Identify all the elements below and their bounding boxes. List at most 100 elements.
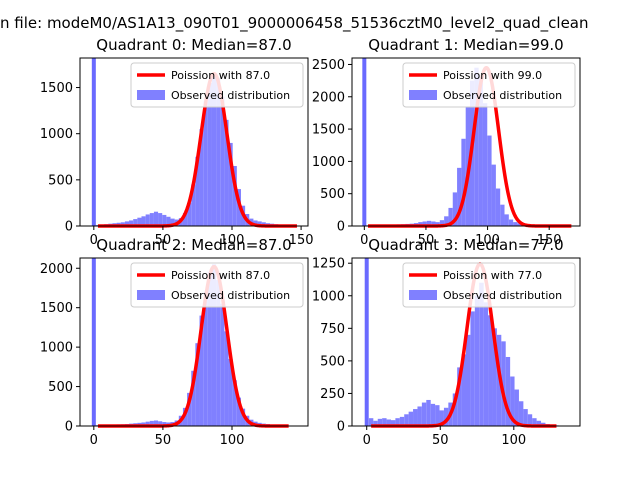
histogram-bar xyxy=(187,202,192,226)
histogram-bar xyxy=(386,419,391,426)
histogram-bar xyxy=(443,407,449,426)
histogram-bar xyxy=(501,341,506,426)
legend-box xyxy=(130,62,304,108)
histogram-bar xyxy=(431,221,436,226)
histogram-bar xyxy=(487,135,492,226)
axes-frame xyxy=(79,257,309,427)
histogram-bar xyxy=(408,411,414,426)
histogram-bar xyxy=(170,218,175,226)
histogram-bar xyxy=(129,220,134,226)
histogram-bar xyxy=(141,216,146,226)
page-title: n file: modeM0/AS1A13_090T01_9000006458_… xyxy=(0,14,589,32)
histogram-bar xyxy=(510,376,515,426)
histogram-bar xyxy=(513,222,518,226)
legend-observed-label: Observed distribution xyxy=(443,89,562,102)
histogram-bar xyxy=(413,409,418,426)
histogram-bar xyxy=(207,272,212,426)
histogram-bar xyxy=(461,354,466,426)
legend-observed-swatch xyxy=(137,290,165,300)
histogram-bar xyxy=(211,264,217,426)
histogram-bar xyxy=(470,311,475,426)
legend-poisson-label: Poission with 77.0 xyxy=(443,269,542,282)
histogram-bar xyxy=(149,213,154,226)
histogram-bar xyxy=(482,103,488,226)
x-tick-label: 50 xyxy=(155,233,172,248)
histogram-bar xyxy=(517,223,522,226)
histogram-bar xyxy=(228,142,233,226)
histogram-bar xyxy=(191,184,196,226)
x-tick-label: 0 xyxy=(90,433,98,448)
axes-frame xyxy=(351,257,581,427)
y-tick-label: 500 xyxy=(320,187,345,202)
histogram-bar xyxy=(399,416,405,426)
x-tick-label: 100 xyxy=(475,233,500,248)
histogram-bar xyxy=(166,216,171,226)
legend-poisson-label: Poission with 99.0 xyxy=(443,69,542,82)
y-tick-label: 0 xyxy=(337,420,345,435)
histogram-bar xyxy=(368,418,374,426)
y-tick-label: 0 xyxy=(337,220,345,235)
histogram-bar xyxy=(483,302,489,426)
histogram-bar xyxy=(382,418,387,426)
x-tick-label: 150 xyxy=(289,233,314,248)
histogram-bar xyxy=(488,315,493,426)
y-tick-label: 1500 xyxy=(40,301,73,316)
y-tick-label: 2500 xyxy=(312,58,345,73)
histogram-bar xyxy=(203,291,208,426)
histogram-bar xyxy=(452,393,458,426)
histogram-bar xyxy=(439,410,444,426)
x-tick-label: 0 xyxy=(90,233,98,248)
histogram-bar xyxy=(395,418,400,426)
y-tick-label: 500 xyxy=(320,354,345,369)
y-tick-label: 2000 xyxy=(40,262,73,277)
y-tick-label: 1250 xyxy=(312,257,345,272)
histogram-bar xyxy=(474,67,479,226)
x-tick-label: 100 xyxy=(220,233,245,248)
histogram-bar xyxy=(207,82,212,226)
chart-title: Quadrant 0: Median=87.0 xyxy=(96,36,291,54)
legend-observed-label: Observed distribution xyxy=(443,289,562,302)
histogram-bar xyxy=(120,222,125,226)
histogram-bar xyxy=(500,204,505,226)
histogram-bar xyxy=(216,78,221,226)
histogram-bar xyxy=(199,129,204,226)
histogram-bar xyxy=(461,138,466,226)
y-tick-label: 2000 xyxy=(312,90,345,105)
histogram-bar xyxy=(495,188,501,226)
x-tick-label: 50 xyxy=(432,433,449,448)
histogram-bar xyxy=(224,119,229,226)
histogram-bar xyxy=(124,221,130,226)
y-tick-label: 1000 xyxy=(40,127,73,142)
histogram-bar xyxy=(224,331,229,426)
histogram-bar xyxy=(137,217,142,226)
y-tick-label: 1500 xyxy=(312,123,345,138)
histogram-bar xyxy=(211,73,217,226)
legend-poisson-label: Poission with 87.0 xyxy=(171,69,270,82)
histogram-bar xyxy=(426,399,431,426)
y-tick-label: 500 xyxy=(48,173,73,188)
histogram-bar xyxy=(532,418,537,426)
histogram-bar xyxy=(430,403,436,426)
x-tick-label: 0 xyxy=(360,233,368,248)
histogram-bar xyxy=(523,409,528,426)
histogram-bar xyxy=(145,214,150,226)
histogram-bar xyxy=(220,303,225,426)
y-tick-label: 250 xyxy=(320,387,345,402)
histogram-bar xyxy=(421,402,427,426)
axes-frame xyxy=(351,57,581,227)
y-tick-label: 1000 xyxy=(312,155,345,170)
histogram-bar xyxy=(195,343,200,426)
outlier-bar xyxy=(364,258,369,426)
outlier-bar xyxy=(91,258,96,426)
histogram-bar xyxy=(133,219,138,226)
histogram-bar xyxy=(162,422,167,426)
histogram-bar xyxy=(457,167,462,226)
y-tick-label: 1000 xyxy=(312,289,345,304)
histogram-bar xyxy=(236,397,241,426)
histogram-bar xyxy=(199,315,204,426)
x-tick-label: 50 xyxy=(418,233,435,248)
histogram-bar xyxy=(390,420,396,426)
histogram-bar xyxy=(418,222,423,226)
